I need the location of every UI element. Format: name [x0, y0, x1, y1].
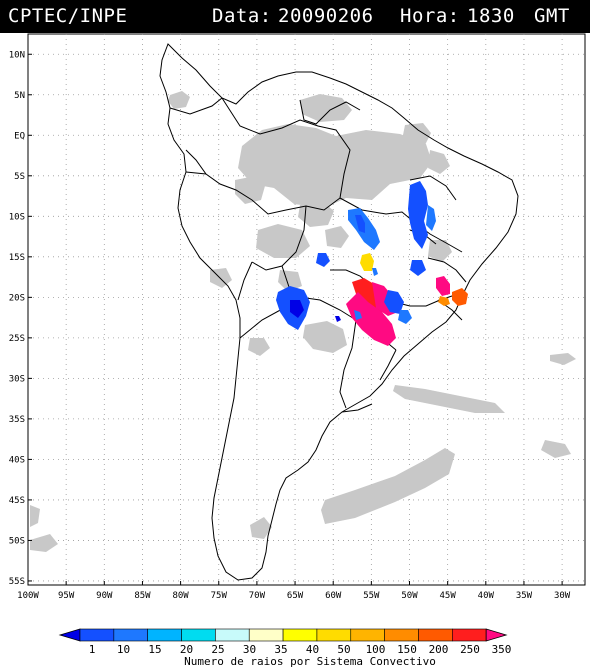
lon-tick-label: 30W	[554, 591, 571, 601]
colorbar-label: 10	[117, 643, 130, 656]
lon-tick-label: 40W	[478, 591, 495, 601]
lon-tick-label: 65W	[287, 591, 304, 601]
lon-tick-label: 70W	[249, 591, 266, 601]
lat-tick-label: 5S	[14, 172, 25, 182]
colorbar-segment	[113, 628, 148, 642]
colorbar-label: 100	[366, 643, 386, 656]
lon-tick-label: 35W	[516, 591, 533, 601]
date-label: Data:	[212, 5, 272, 27]
colorbar-segment	[418, 628, 453, 642]
colorbar-label: 40	[306, 643, 319, 656]
colorbar-label: 250	[460, 643, 480, 656]
colorbar-label: 35	[274, 643, 287, 656]
colorbar-label: 200	[429, 643, 449, 656]
colorbar-label: 50	[337, 643, 350, 656]
lat-tick-label: 10N	[9, 50, 25, 60]
colorbar	[58, 628, 508, 642]
colorbar-label: 1	[89, 643, 96, 656]
colorbar-segment	[316, 628, 352, 642]
lat-tick-label: 15S	[9, 253, 25, 263]
lon-tick-label: 60W	[325, 591, 342, 601]
lat-tick-label: EQ	[14, 131, 25, 141]
lon-tick-label: 100W	[17, 591, 39, 601]
colorbar-segment	[79, 628, 115, 642]
lat-tick-label: 20S	[9, 293, 25, 303]
lon-tick-label: 95W	[58, 591, 75, 601]
lat-tick-label: 25S	[9, 334, 25, 344]
time-label: Hora:	[400, 5, 460, 27]
colorbar-label: 350	[492, 643, 512, 656]
colorbar-high-arrow	[485, 628, 508, 642]
colorbar-segment	[384, 628, 419, 642]
lightning-clusters	[276, 181, 468, 346]
lon-tick-label: 90W	[96, 591, 113, 601]
colorbar-segment	[181, 628, 216, 642]
colorbar-title: Numero de raios por Sistema Convectivo	[184, 655, 436, 668]
lon-tick-label: 75W	[211, 591, 228, 601]
lat-tick-label: 40S	[9, 455, 25, 465]
lat-tick-label: 5N	[14, 91, 25, 101]
time-value: 1830	[467, 5, 515, 27]
colorbar-label: 25	[211, 643, 224, 656]
latitude-labels: 10N 5N EQ 5S 10S 15S 20S 25S 30S 35S 40S 45S 50S 55S	[9, 50, 32, 587]
colorbar-segment	[248, 628, 284, 642]
lat-tick-label: 55S	[9, 577, 25, 587]
colorbar-segment	[215, 628, 250, 642]
colorbar-label: 30	[243, 643, 256, 656]
date-value: 20090206	[278, 5, 374, 27]
lon-tick-label: 85W	[134, 591, 151, 601]
lon-tick-label: 45W	[440, 591, 457, 601]
lat-tick-label: 10S	[9, 212, 25, 222]
cloud-cover	[30, 91, 576, 552]
colorbar-low-arrow	[58, 628, 81, 642]
colorbar-segment	[147, 628, 182, 642]
lon-tick-label: 55W	[363, 591, 380, 601]
colorbar-segment	[350, 628, 385, 642]
lon-tick-label: 50W	[401, 591, 418, 601]
lat-tick-label: 50S	[9, 536, 25, 546]
colorbar-label: 15	[148, 643, 161, 656]
colorbar-segment	[452, 628, 487, 642]
longitude-labels: 100W 95W 90W 85W 80W 75W 70W 65W 60W 55W 50W 45W 40W…	[17, 581, 571, 601]
agency-label: CPTEC/INPE	[8, 5, 128, 27]
lat-tick-label: 45S	[9, 496, 25, 506]
time-zone: GMT	[534, 5, 570, 27]
lat-tick-label: 30S	[9, 374, 25, 384]
colorbar-labels: 1 10 15 20 25 30 35 40 50 100 150 200 250 350	[89, 643, 512, 656]
colorbar-label: 20	[180, 643, 193, 656]
lat-tick-label: 35S	[9, 415, 25, 425]
lon-tick-label: 80W	[172, 591, 189, 601]
title-bar: CPTEC/INPE Data: 20090206 Hora: 1830 GMT	[0, 0, 590, 33]
colorbar-label: 150	[397, 643, 417, 656]
colorbar-segment	[282, 628, 318, 642]
